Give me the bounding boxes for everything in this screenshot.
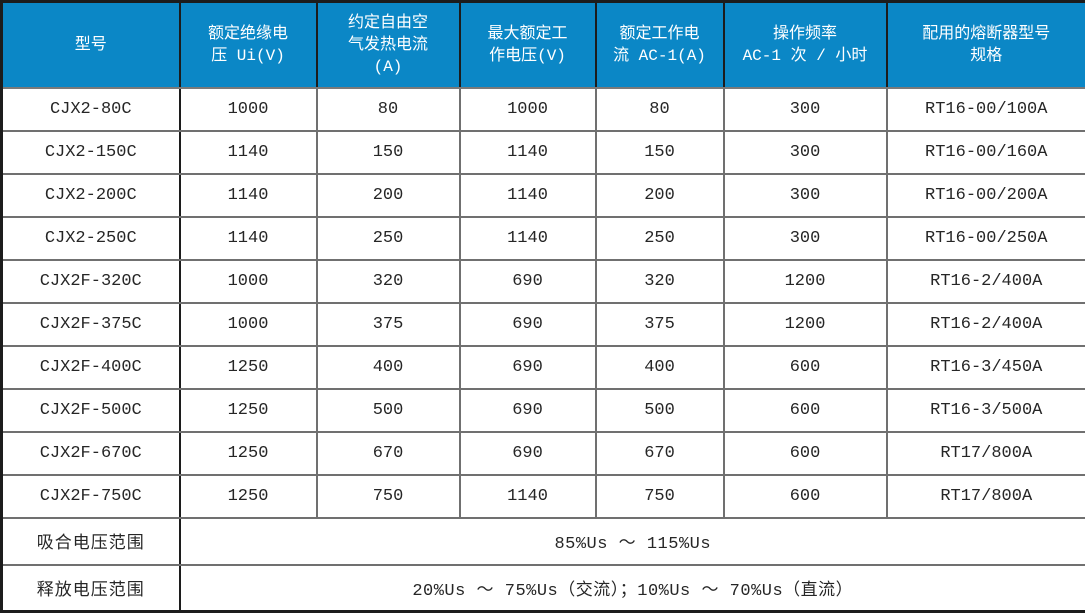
table-cell: RT16-2/400A — [887, 260, 1085, 303]
table-cell: 1000 — [180, 303, 317, 346]
table-cell: 250 — [317, 217, 460, 260]
model-cell: CJX2F-500C — [2, 389, 180, 432]
table-cell: 250 — [596, 217, 724, 260]
table-cell: 1140 — [460, 475, 596, 518]
model-cell: CJX2F-320C — [2, 260, 180, 303]
table-cell: 1200 — [724, 260, 887, 303]
model-cell: CJX2F-750C — [2, 475, 180, 518]
table-cell: 690 — [460, 432, 596, 475]
table-cell: 1000 — [180, 88, 317, 131]
table-cell: 670 — [317, 432, 460, 475]
table-cell: 750 — [317, 475, 460, 518]
table-cell: RT16-2/400A — [887, 303, 1085, 346]
table-cell: RT17/800A — [887, 432, 1085, 475]
table-cell: 150 — [317, 131, 460, 174]
table-cell: 1200 — [724, 303, 887, 346]
column-header-6: 配用的熔断器型号 规格 — [887, 2, 1085, 88]
table-cell: 320 — [596, 260, 724, 303]
table-cell: 1000 — [180, 260, 317, 303]
table-cell: 300 — [724, 174, 887, 217]
footer-value: 20%Us ～ 75%Us（交流）；10%Us ～ 70%Us（直流） — [180, 565, 1085, 612]
footer-label: 吸合电压范围 — [2, 518, 180, 565]
table-cell: RT16-00/250A — [887, 217, 1085, 260]
model-cell: CJX2F-375C — [2, 303, 180, 346]
table-cell: 400 — [596, 346, 724, 389]
column-header-4: 额定工作电 流 AC-1(A) — [596, 2, 724, 88]
table-cell: 690 — [460, 303, 596, 346]
table-cell: 500 — [317, 389, 460, 432]
table-cell: 200 — [596, 174, 724, 217]
table-cell: 300 — [724, 131, 887, 174]
model-cell: CJX2-80C — [2, 88, 180, 131]
table-cell: 600 — [724, 475, 887, 518]
model-cell: CJX2F-400C — [2, 346, 180, 389]
model-cell: CJX2F-670C — [2, 432, 180, 475]
footer-value: 85%Us ～ 115%Us — [180, 518, 1085, 565]
table-cell: 150 — [596, 131, 724, 174]
table-cell: 375 — [317, 303, 460, 346]
table-cell: 320 — [317, 260, 460, 303]
table-cell: RT16-00/160A — [887, 131, 1085, 174]
table-cell: RT16-00/200A — [887, 174, 1085, 217]
model-cell: CJX2-150C — [2, 131, 180, 174]
table-cell: 670 — [596, 432, 724, 475]
column-header-1: 额定绝缘电 压 Ui(V) — [180, 2, 317, 88]
table-cell: 1000 — [460, 88, 596, 131]
table-cell: 1140 — [180, 174, 317, 217]
column-header-3: 最大额定工 作电压(V) — [460, 2, 596, 88]
table-cell: 1250 — [180, 389, 317, 432]
table-cell: 300 — [724, 88, 887, 131]
table-cell: RT17/800A — [887, 475, 1085, 518]
table-cell: 600 — [724, 432, 887, 475]
table-cell: 1250 — [180, 475, 317, 518]
table-cell: 690 — [460, 346, 596, 389]
table-cell: 400 — [317, 346, 460, 389]
table-cell: 200 — [317, 174, 460, 217]
model-cell: CJX2-200C — [2, 174, 180, 217]
table-cell: 1250 — [180, 346, 317, 389]
table-cell: 1140 — [460, 217, 596, 260]
table-cell: 300 — [724, 217, 887, 260]
table-cell: 690 — [460, 389, 596, 432]
table-cell: 500 — [596, 389, 724, 432]
model-cell: CJX2-250C — [2, 217, 180, 260]
table-cell: 1140 — [180, 217, 317, 260]
table-cell: RT16-00/100A — [887, 88, 1085, 131]
header-row: 型号额定绝缘电 压 Ui(V)约定自由空 气发热电流 (A)最大额定工 作电压(… — [2, 2, 1085, 88]
table-cell: RT16-3/500A — [887, 389, 1085, 432]
table-cell: 1250 — [180, 432, 317, 475]
table-cell: 690 — [460, 260, 596, 303]
table-cell: 1140 — [460, 131, 596, 174]
column-header-2: 约定自由空 气发热电流 (A) — [317, 2, 460, 88]
table-cell: 1140 — [180, 131, 317, 174]
table-cell: 375 — [596, 303, 724, 346]
table-cell: 80 — [596, 88, 724, 131]
table-cell: 1140 — [460, 174, 596, 217]
table-cell: 600 — [724, 346, 887, 389]
table-cell: 80 — [317, 88, 460, 131]
footer-label: 释放电压范围 — [2, 565, 180, 612]
column-header-0: 型号 — [2, 2, 180, 88]
table-cell: 600 — [724, 389, 887, 432]
column-header-5: 操作频率 AC-1 次 / 小时 — [724, 2, 887, 88]
table-cell: 750 — [596, 475, 724, 518]
table-cell: RT16-3/450A — [887, 346, 1085, 389]
